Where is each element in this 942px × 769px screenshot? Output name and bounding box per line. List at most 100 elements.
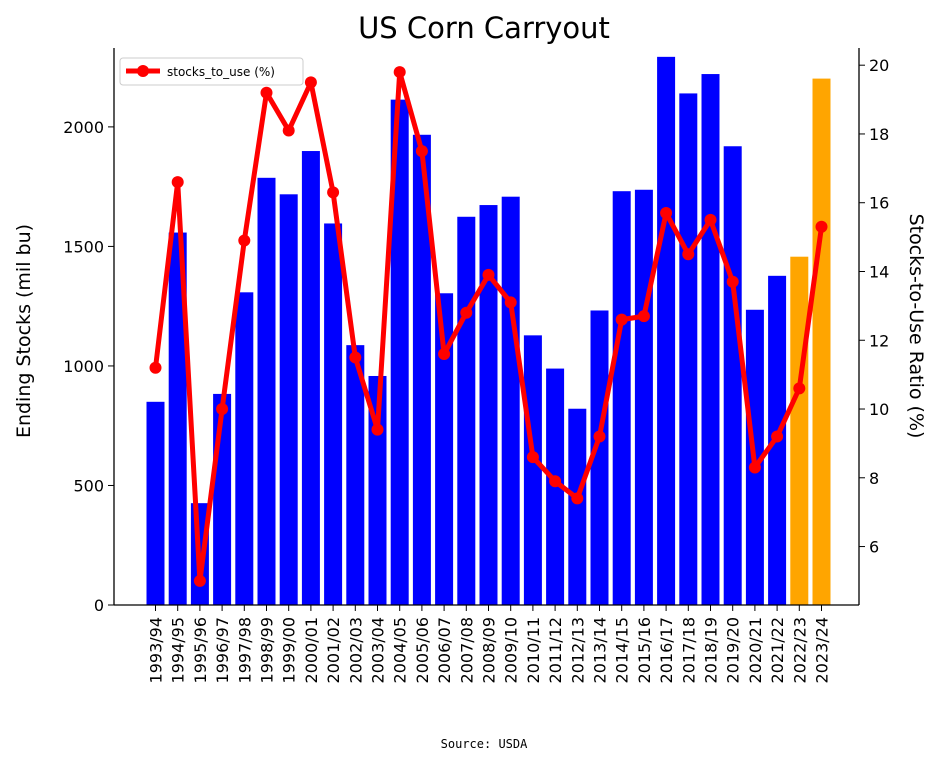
point-2010-11 — [526, 451, 539, 464]
point-2004-05 — [393, 66, 406, 79]
point-2012-13 — [571, 492, 584, 505]
bars-layer — [146, 56, 831, 606]
y-tick-label-left: 2000 — [63, 118, 104, 137]
bar-1994-95 — [168, 232, 187, 605]
point-2017-18 — [682, 248, 695, 261]
point-2022-23 — [793, 382, 806, 395]
point-2000-01 — [304, 76, 317, 89]
point-2018-19 — [704, 213, 717, 226]
point-1998-99 — [260, 86, 273, 99]
bar-2015-16 — [634, 189, 653, 606]
y-tick-label-right: 8 — [869, 469, 879, 488]
point-2021-22 — [771, 430, 784, 443]
y-axis-label-right: Stocks-to-Use Ratio (%) — [905, 214, 927, 439]
point-1993-94 — [149, 361, 162, 374]
bar-2002-03 — [346, 345, 365, 605]
x-tick-label: 2013/14 — [591, 617, 610, 683]
x-tick-label: 2015/16 — [635, 617, 654, 683]
x-tick-label: 1995/96 — [191, 617, 210, 683]
bar-1993-94 — [146, 401, 165, 605]
point-2001-02 — [327, 186, 340, 199]
x-tick-label: 1999/00 — [280, 617, 299, 683]
x-tick-label: 2011/12 — [546, 617, 565, 683]
x-tick-label: 2008/09 — [480, 617, 499, 683]
bar-2013-14 — [590, 310, 609, 605]
x-tick-label: 1993/94 — [147, 617, 166, 683]
point-2002-03 — [349, 351, 362, 364]
point-1997-98 — [238, 234, 251, 247]
x-tick-label: 2022/23 — [790, 617, 809, 683]
x-tick-label: 2018/19 — [702, 617, 721, 683]
x-tick-label: 2021/22 — [768, 617, 787, 683]
x-tick-label: 2007/08 — [457, 617, 476, 683]
y-ticks-left: 0 500 1000 1500 2000 — [63, 118, 114, 615]
x-tick-label: 2002/03 — [346, 617, 365, 683]
x-tick-label: 1996/97 — [213, 617, 232, 683]
x-tick-label: 1994/95 — [169, 617, 188, 683]
bar-2023-24 — [812, 78, 831, 606]
point-2020-21 — [748, 461, 761, 474]
y-tick-label-right: 16 — [869, 194, 889, 213]
bar-1999-00 — [279, 194, 298, 606]
y-tick-label-left: 0 — [94, 596, 104, 615]
x-tick-label: 2017/18 — [679, 617, 698, 683]
bar-2006-07 — [435, 293, 454, 605]
x-tick-label: 2005/06 — [413, 617, 432, 683]
legend-box — [119, 57, 304, 86]
x-tick-label: 2006/07 — [435, 617, 454, 683]
point-1994-95 — [171, 176, 184, 189]
bar-2010-11 — [523, 335, 542, 605]
x-tick-label: 1998/99 — [258, 617, 277, 683]
bar-2022-23 — [790, 256, 809, 605]
line-layer — [149, 66, 828, 587]
bar-2012-13 — [568, 408, 587, 605]
bar-1997-98 — [235, 292, 254, 605]
y-tick-label-left: 500 — [73, 476, 104, 495]
y-tick-label-right: 10 — [869, 400, 889, 419]
point-2016-17 — [660, 207, 673, 220]
bar-2019-20 — [723, 146, 742, 605]
point-1996-97 — [216, 403, 229, 416]
axes-layer — [113, 48, 860, 606]
x-tick-label: 2001/02 — [324, 617, 343, 683]
y-tick-label-right: 12 — [869, 331, 889, 350]
x-tick-label: 2010/11 — [524, 617, 543, 683]
point-2023-24 — [815, 220, 828, 233]
bar-2004-05 — [390, 99, 409, 606]
x-tick-label: 2016/17 — [657, 617, 676, 683]
y-tick-label-right: 14 — [869, 262, 889, 281]
point-2007-08 — [460, 306, 473, 319]
y-axis-label-left: Ending Stocks (mil bu) — [13, 224, 35, 438]
bar-2017-18 — [679, 93, 698, 606]
point-2015-16 — [637, 310, 650, 323]
legend: stocks_to_use (%) — [119, 57, 304, 86]
y-tick-label-right: 6 — [869, 538, 879, 557]
x-tick-label: 2023/24 — [813, 617, 832, 683]
point-2003-04 — [371, 423, 384, 436]
bar-2000-01 — [301, 151, 320, 605]
bar-2007-08 — [457, 216, 476, 606]
bar-1998-99 — [257, 177, 276, 605]
y-tick-label-left: 1500 — [63, 237, 104, 256]
y-tick-label-right: 18 — [869, 125, 889, 144]
bar-2018-19 — [701, 74, 720, 606]
bar-2014-15 — [612, 191, 631, 605]
bar-2001-02 — [324, 223, 343, 605]
bar-2008-09 — [479, 205, 498, 605]
x-tick-label: 2012/13 — [568, 617, 587, 683]
point-2006-07 — [438, 348, 451, 361]
x-ticks: 1993/94 1994/95 1995/96 1996/97 1997/98 1998/… — [147, 605, 832, 683]
point-2009-10 — [504, 296, 517, 309]
x-tick-label: 2003/04 — [369, 617, 388, 683]
x-tick-label: 1997/98 — [235, 617, 254, 683]
bar-2005-06 — [412, 134, 431, 605]
point-2011-12 — [549, 475, 562, 488]
y-tick-label-left: 1000 — [63, 357, 104, 376]
x-tick-label: 2009/10 — [502, 617, 521, 683]
y-tick-label-right: 20 — [869, 56, 889, 75]
point-1999-00 — [282, 124, 295, 137]
point-2014-15 — [615, 313, 628, 326]
x-tick-label: 2004/05 — [391, 617, 410, 683]
x-tick-label: 2000/01 — [302, 617, 321, 683]
